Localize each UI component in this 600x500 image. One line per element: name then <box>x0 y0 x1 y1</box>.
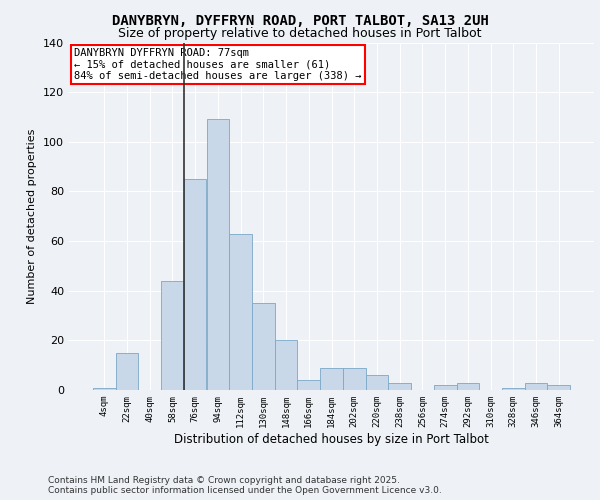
Bar <box>252 303 275 390</box>
X-axis label: Distribution of detached houses by size in Port Talbot: Distribution of detached houses by size … <box>174 432 489 446</box>
Bar <box>320 368 343 390</box>
Bar <box>116 353 139 390</box>
Text: Size of property relative to detached houses in Port Talbot: Size of property relative to detached ho… <box>118 28 482 40</box>
Bar <box>184 179 206 390</box>
Bar <box>343 368 365 390</box>
Bar <box>206 120 229 390</box>
Bar <box>365 375 388 390</box>
Bar <box>502 388 524 390</box>
Bar <box>275 340 298 390</box>
Bar <box>93 388 116 390</box>
Bar <box>524 382 547 390</box>
Bar <box>547 385 570 390</box>
Y-axis label: Number of detached properties: Number of detached properties <box>28 128 37 304</box>
Bar <box>434 385 457 390</box>
Bar <box>161 281 184 390</box>
Bar <box>457 382 479 390</box>
Bar <box>298 380 320 390</box>
Bar <box>229 234 252 390</box>
Text: Contains HM Land Registry data © Crown copyright and database right 2025.
Contai: Contains HM Land Registry data © Crown c… <box>48 476 442 495</box>
Text: DANYBRYN, DYFFRYN ROAD, PORT TALBOT, SA13 2UH: DANYBRYN, DYFFRYN ROAD, PORT TALBOT, SA1… <box>112 14 488 28</box>
Bar <box>388 382 411 390</box>
Text: DANYBRYN DYFFRYN ROAD: 77sqm
← 15% of detached houses are smaller (61)
84% of se: DANYBRYN DYFFRYN ROAD: 77sqm ← 15% of de… <box>74 48 362 81</box>
